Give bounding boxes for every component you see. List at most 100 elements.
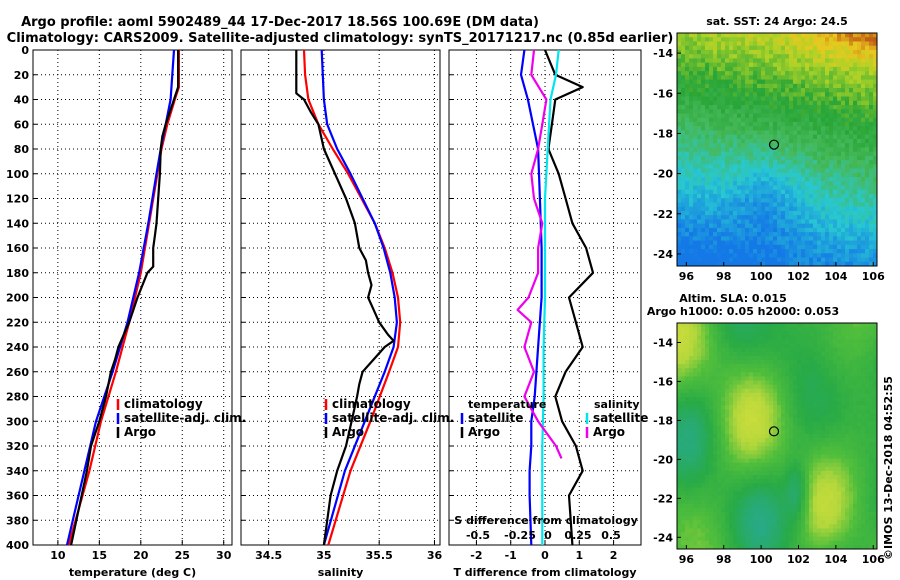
map-cell — [861, 331, 866, 336]
map-cell — [717, 58, 722, 64]
map-cell — [785, 54, 790, 59]
map-cell — [689, 429, 694, 435]
map-cell — [777, 425, 782, 431]
map-cell — [773, 223, 778, 229]
map-cell — [845, 202, 850, 208]
map-cell — [745, 433, 750, 439]
map-cell — [813, 193, 818, 199]
map-cell — [849, 198, 854, 203]
map-cell — [781, 143, 786, 148]
map-cell — [689, 198, 694, 203]
map-cell — [869, 117, 874, 123]
map-cell — [681, 71, 686, 76]
map-cell — [869, 126, 874, 131]
map-cell — [781, 79, 786, 85]
map-cell — [829, 388, 834, 394]
legend-title-temperature: temperature — [468, 398, 546, 411]
map-cell — [853, 109, 858, 114]
map-cell — [829, 219, 834, 225]
map-cell — [741, 206, 746, 212]
map-cell — [857, 37, 862, 42]
map-cell — [861, 155, 866, 161]
map-cell — [789, 121, 794, 127]
map-x-tick-label: 100 — [750, 270, 773, 283]
map-cell — [821, 54, 826, 59]
map-cell — [753, 327, 758, 332]
map-cell — [721, 160, 726, 165]
map-cell — [693, 198, 698, 203]
map-cell — [693, 339, 698, 344]
map-cell — [781, 189, 786, 195]
map-cell — [825, 49, 830, 55]
map-cell — [797, 405, 802, 410]
map-cell — [753, 79, 758, 85]
map-cell — [769, 96, 774, 102]
map-cell — [777, 253, 782, 258]
map-cell — [853, 41, 858, 47]
map-cell — [821, 232, 826, 237]
map-cell — [757, 249, 762, 254]
map-cell — [737, 339, 742, 344]
map-cell — [705, 105, 710, 110]
map-cell — [765, 160, 770, 165]
map-cell — [765, 143, 770, 148]
map-cell — [713, 433, 718, 439]
map-cell — [713, 198, 718, 203]
map-cell — [809, 223, 814, 229]
map-cell — [785, 372, 790, 377]
map-cell — [809, 438, 814, 443]
map-cell — [849, 227, 854, 233]
map-cell — [801, 359, 806, 365]
map-cell — [865, 355, 870, 361]
map-cell — [721, 421, 726, 427]
map-cell — [825, 438, 830, 443]
map-cell — [773, 198, 778, 203]
legend-label: climatology — [332, 397, 411, 411]
map-cell — [825, 88, 830, 93]
map-cell — [761, 100, 766, 106]
map-cell — [721, 372, 726, 377]
map-cell — [865, 335, 870, 340]
map-cell — [753, 168, 758, 174]
map-cell — [857, 396, 862, 402]
map-cell — [705, 121, 710, 127]
map-cell — [869, 223, 874, 229]
map-cell — [681, 66, 686, 72]
map-cell — [801, 215, 806, 220]
map-cell — [709, 202, 714, 208]
map-cell — [857, 392, 862, 398]
map-cell — [809, 206, 814, 212]
map-cell — [709, 253, 714, 258]
map-cell — [693, 331, 698, 336]
map-cell — [829, 380, 834, 386]
map-cell — [709, 433, 714, 439]
map-cell — [825, 425, 830, 431]
map-cell — [741, 335, 746, 340]
legend-title-salinity: salinity — [594, 398, 640, 411]
map-cell — [705, 92, 710, 97]
map-cell — [857, 470, 862, 476]
map-cell — [797, 143, 802, 148]
map-cell — [805, 331, 810, 336]
map-cell — [753, 88, 758, 93]
map-cell — [809, 92, 814, 97]
map-cell — [805, 66, 810, 72]
map-cell — [685, 49, 690, 55]
map-cell — [833, 450, 838, 455]
map-cell — [781, 376, 786, 381]
map-cell — [701, 454, 706, 459]
map-cell — [781, 249, 786, 254]
map-cell — [733, 396, 738, 402]
map-cell — [693, 425, 698, 431]
map-cell — [801, 198, 806, 203]
map-cell — [833, 401, 838, 406]
map-cell — [785, 335, 790, 340]
map-cell — [705, 458, 710, 464]
map-cell — [861, 240, 866, 246]
map-cell — [717, 113, 722, 119]
map-cell — [725, 143, 730, 148]
map-cell — [717, 401, 722, 406]
map-cell — [849, 232, 854, 237]
map-cell — [857, 421, 862, 427]
